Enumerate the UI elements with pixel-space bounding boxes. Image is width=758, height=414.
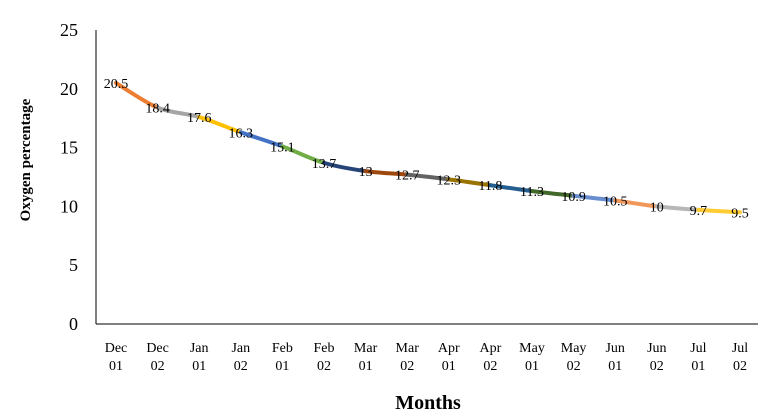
y-tick-label: 10 bbox=[60, 196, 78, 216]
line-segment bbox=[322, 160, 368, 174]
data-label: 13 bbox=[359, 165, 373, 180]
data-label: 11.3 bbox=[520, 185, 544, 200]
x-tick-label: May 02 bbox=[561, 341, 587, 374]
line-segment bbox=[446, 177, 493, 188]
data-label: 11.8 bbox=[478, 179, 502, 194]
y-tick-label: 20 bbox=[60, 79, 78, 99]
x-tick-label: May 01 bbox=[519, 341, 545, 374]
x-tick-label: Jun 02 bbox=[647, 341, 666, 374]
data-label: 17.6 bbox=[187, 111, 212, 126]
x-tick-label: Mar 01 bbox=[354, 341, 378, 374]
x-tick-label: Jan 01 bbox=[190, 341, 209, 374]
x-tick-label: Apr 02 bbox=[480, 341, 502, 374]
line-segment bbox=[571, 193, 618, 203]
x-tick-label: Jul 01 bbox=[690, 341, 706, 374]
line-segment bbox=[488, 183, 534, 194]
y-axis: 0 5 10 15 20 25 bbox=[60, 20, 97, 334]
data-label: 9.5 bbox=[731, 206, 749, 221]
x-tick-label: Feb 01 bbox=[272, 341, 293, 374]
line-segment bbox=[155, 105, 202, 120]
line-segment bbox=[654, 204, 701, 212]
x-axis-title: Months bbox=[395, 392, 461, 414]
data-label: 16.3 bbox=[229, 126, 254, 141]
line-segment bbox=[613, 198, 659, 209]
data-label: 10.9 bbox=[561, 190, 586, 205]
y-tick-label: 0 bbox=[69, 314, 78, 334]
data-label: 18.4 bbox=[145, 102, 170, 117]
data-label: 15.1 bbox=[270, 140, 295, 155]
y-tick-label: 15 bbox=[60, 138, 78, 158]
line-segment bbox=[114, 80, 160, 110]
data-label: 20.5 bbox=[104, 77, 129, 92]
y-tick-label: 5 bbox=[69, 255, 78, 275]
x-axis: Dec 01 Dec 02 Jan 01 Jan 02 Feb 01 Feb 02 Mar 01 Mar 02… bbox=[96, 323, 758, 374]
data-label: 9.7 bbox=[690, 204, 708, 219]
line-segment bbox=[280, 144, 326, 165]
x-tick-label: Apr 01 bbox=[438, 341, 460, 374]
x-tick-label: Jul 02 bbox=[732, 341, 748, 374]
data-labels: 20.5 18.4 17.6 16.3 15.1 13.7 13 12.7 12.3 11.8 11… bbox=[104, 77, 749, 221]
line-segment bbox=[238, 130, 285, 149]
x-tick-label: Dec 01 bbox=[105, 341, 128, 374]
data-label: 12.7 bbox=[395, 169, 420, 184]
line-segment bbox=[405, 172, 451, 182]
x-tick-label: Dec 02 bbox=[146, 341, 169, 374]
y-tick-label: 25 bbox=[60, 20, 78, 40]
x-tick-label: Feb 02 bbox=[314, 341, 335, 374]
x-tick-label: Jan 02 bbox=[231, 341, 250, 374]
data-label: 10 bbox=[650, 200, 664, 215]
data-label: 13.7 bbox=[312, 157, 337, 172]
oxygen-series bbox=[114, 80, 742, 215]
data-label: 12.3 bbox=[437, 173, 462, 188]
x-tick-label: Jun 01 bbox=[605, 341, 624, 374]
x-tick-label: Mar 02 bbox=[396, 341, 420, 374]
line-segment bbox=[696, 207, 742, 215]
y-axis-title: Oxygen percentage bbox=[18, 98, 34, 221]
line-segment bbox=[530, 189, 576, 198]
data-label: 10.5 bbox=[603, 195, 628, 210]
line-segment bbox=[197, 115, 243, 135]
line-segment bbox=[363, 169, 410, 177]
